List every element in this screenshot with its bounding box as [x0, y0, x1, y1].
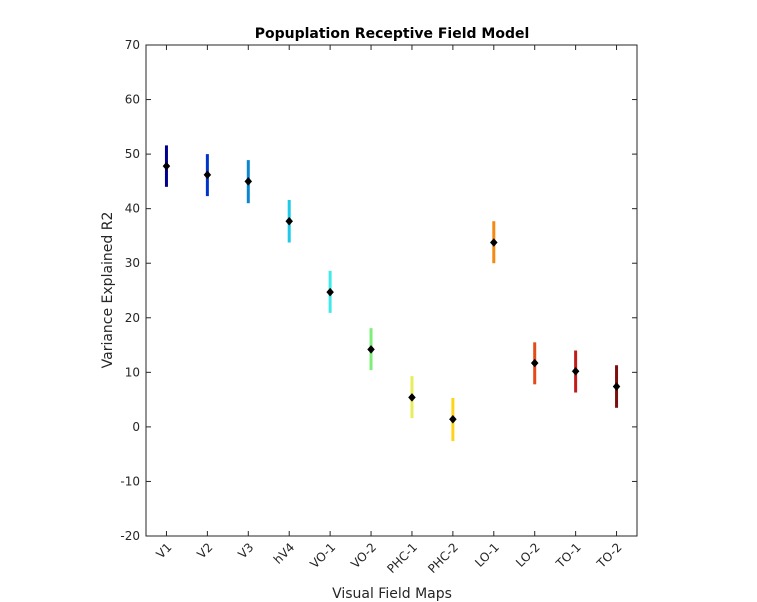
y-tick-label: 10: [125, 365, 140, 379]
axes-box: [145, 44, 638, 537]
x-tick-label: V2: [194, 540, 215, 561]
x-tick-label: TO-2: [593, 540, 624, 571]
data-point: [162, 161, 171, 171]
data-point: [326, 287, 334, 297]
y-tick-label: 50: [125, 147, 140, 161]
x-tick-label: PHC-2: [425, 540, 461, 576]
data-point: [408, 393, 416, 402]
data-point: [489, 238, 498, 247]
data-point: [612, 382, 621, 391]
data-point: [367, 345, 375, 354]
data-point: [285, 216, 294, 226]
x-tick-label: PHC-1: [384, 540, 420, 576]
x-tick-label: V1: [153, 540, 174, 561]
x-tick-label: LO-2: [513, 540, 543, 570]
y-tick-label: 60: [125, 93, 140, 107]
y-axis-label: Variance Explained R2: [100, 212, 116, 369]
y-tick-label: 40: [125, 202, 140, 216]
data-point: [244, 177, 253, 186]
x-axis-label: Visual Field Maps: [332, 586, 452, 602]
y-tick-label: -20: [120, 529, 140, 543]
chart-title: Popuplation Receptive Field Model: [255, 26, 530, 42]
data-point: [571, 366, 580, 376]
x-tick-label: V3: [235, 540, 256, 561]
x-tick-label: LO-1: [472, 540, 502, 570]
data-point: [449, 414, 457, 424]
x-tick-label: TO-1: [553, 540, 584, 571]
y-tick-label: 0: [132, 420, 140, 434]
y-tick-label: 70: [125, 38, 140, 52]
x-tick-label: hV4: [271, 540, 297, 566]
y-tick-label: 20: [125, 311, 140, 325]
x-tick-label: VO-1: [307, 540, 338, 571]
data-point: [203, 170, 212, 180]
x-tick-label: VO-2: [348, 540, 379, 571]
y-tick-label: -10: [120, 474, 140, 488]
y-tick-label: 30: [125, 256, 140, 270]
data-point: [530, 358, 539, 368]
